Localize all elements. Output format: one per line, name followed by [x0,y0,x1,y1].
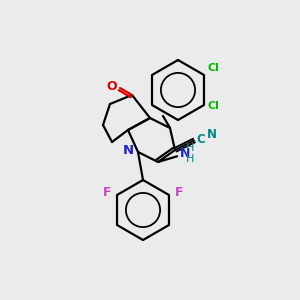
Text: F: F [175,187,183,200]
Text: H: H [186,154,194,164]
Text: N: N [180,147,190,160]
Text: O: O [107,80,117,92]
Text: H: H [186,143,194,153]
Text: C: C [197,133,206,146]
Text: F: F [103,187,111,200]
Text: Cl: Cl [208,101,220,111]
Text: N: N [206,128,217,141]
Text: Cl: Cl [208,63,220,73]
Text: N: N [122,145,134,158]
